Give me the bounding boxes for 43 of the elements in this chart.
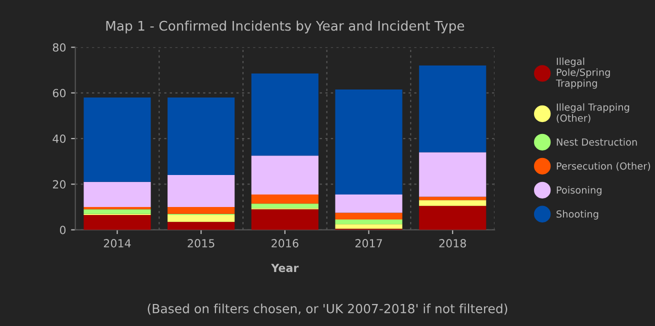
legend-label: Nest Destruction xyxy=(556,138,637,146)
text: (Based on filters chosen, or 'UK 2007-2018' if not filtered) xyxy=(148,304,508,315)
bar xyxy=(168,214,235,222)
bar xyxy=(419,200,486,206)
bar xyxy=(251,74,318,156)
bar xyxy=(419,66,486,152)
legend-label: Illegal Pole/Spring Trapping xyxy=(556,58,610,89)
x-axis-title: Year xyxy=(271,264,299,272)
bar xyxy=(335,89,402,194)
chart-title: Map 1 - Confirmed Incidents by Year and Incident Type xyxy=(106,20,464,34)
x-tick-label: 2016 xyxy=(272,239,298,248)
x-tick-label: 2017 xyxy=(355,239,382,248)
bar xyxy=(168,175,235,208)
legend-label: Illegal Trapping (Other) xyxy=(556,103,630,123)
legend-label: Shooting xyxy=(556,210,598,220)
y-tick-label: 80 xyxy=(52,43,66,52)
bar xyxy=(251,204,318,208)
bar xyxy=(251,209,318,230)
x-tick-label: 2015 xyxy=(188,239,214,248)
bar xyxy=(168,222,235,230)
legend-label: Poisoning xyxy=(556,186,602,196)
bar xyxy=(335,194,402,213)
bar xyxy=(84,97,151,182)
x-tick-label: 2014 xyxy=(104,239,131,248)
bar xyxy=(251,156,318,194)
bar xyxy=(419,206,486,230)
y-tick-label: 40 xyxy=(52,134,66,143)
bar xyxy=(335,212,402,220)
bar xyxy=(168,207,235,214)
bar xyxy=(335,220,402,224)
legend-label: Persecution (Other) xyxy=(556,162,650,171)
bar xyxy=(84,214,151,230)
bar xyxy=(168,97,235,176)
bar xyxy=(84,209,151,214)
bar xyxy=(251,194,318,204)
bar xyxy=(419,152,486,197)
bar xyxy=(84,182,151,208)
bar xyxy=(335,224,402,229)
y-tick-label: 20 xyxy=(52,180,66,189)
x-tick-label: 2018 xyxy=(439,239,466,248)
bar xyxy=(419,196,486,200)
y-tick-label: 60 xyxy=(52,88,66,98)
y-tick-label: 0 xyxy=(60,226,66,234)
